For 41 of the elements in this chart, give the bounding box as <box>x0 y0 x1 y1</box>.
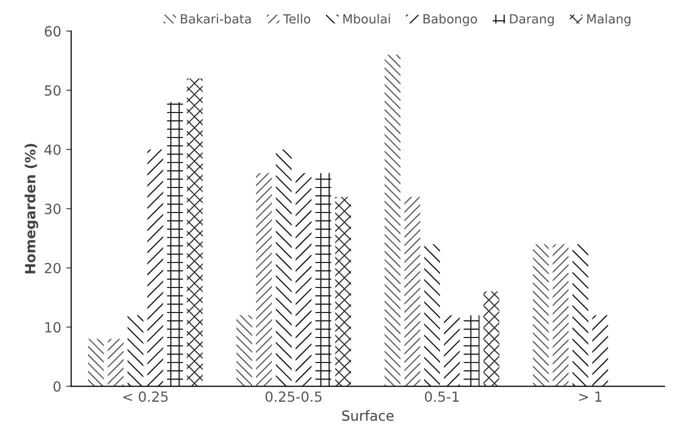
bar <box>108 338 124 386</box>
y-tick-label: 60 <box>44 26 61 37</box>
legend-label: Babongo <box>424 14 477 26</box>
legend-label: Malang <box>587 14 630 26</box>
bar <box>572 244 588 386</box>
bar <box>128 315 144 386</box>
y-axis-title: Homegarden (%) <box>24 144 38 274</box>
y-tick-label: 40 <box>44 144 61 155</box>
bar <box>167 102 183 386</box>
bar <box>444 315 460 386</box>
y-tick-label: 50 <box>44 85 61 96</box>
bar <box>236 315 252 386</box>
bar <box>592 315 608 386</box>
x-tick-label: > 1 <box>579 392 602 402</box>
bar <box>256 173 272 386</box>
x-tick-label: 0.5-1 <box>424 391 459 402</box>
y-tick-label: 20 <box>44 262 61 274</box>
bar <box>404 196 420 386</box>
x-tick-label: < 0.25 <box>123 391 168 402</box>
bar <box>552 244 569 386</box>
x-axis-title: Surface <box>342 410 394 421</box>
y-tick-label: 10 <box>45 322 61 333</box>
bar <box>424 244 440 386</box>
bar <box>335 196 352 386</box>
bar <box>315 173 332 386</box>
bar <box>532 244 549 386</box>
bar <box>147 149 164 386</box>
y-tick-label: 30 <box>44 204 61 214</box>
legend-label: Tello <box>283 14 310 24</box>
legend-label: Mboulai <box>343 14 390 24</box>
bar <box>296 173 312 386</box>
legend-label: Darang <box>510 14 554 26</box>
bar <box>384 54 400 386</box>
bar <box>484 292 500 386</box>
bar <box>88 338 104 386</box>
y-tick-label: 0 <box>54 381 61 392</box>
bar <box>464 315 480 386</box>
bar <box>186 78 203 386</box>
bar <box>276 149 292 386</box>
legend-label: Bakari-bata <box>180 14 251 24</box>
x-tick-label: 0.25-0.5 <box>266 391 322 402</box>
